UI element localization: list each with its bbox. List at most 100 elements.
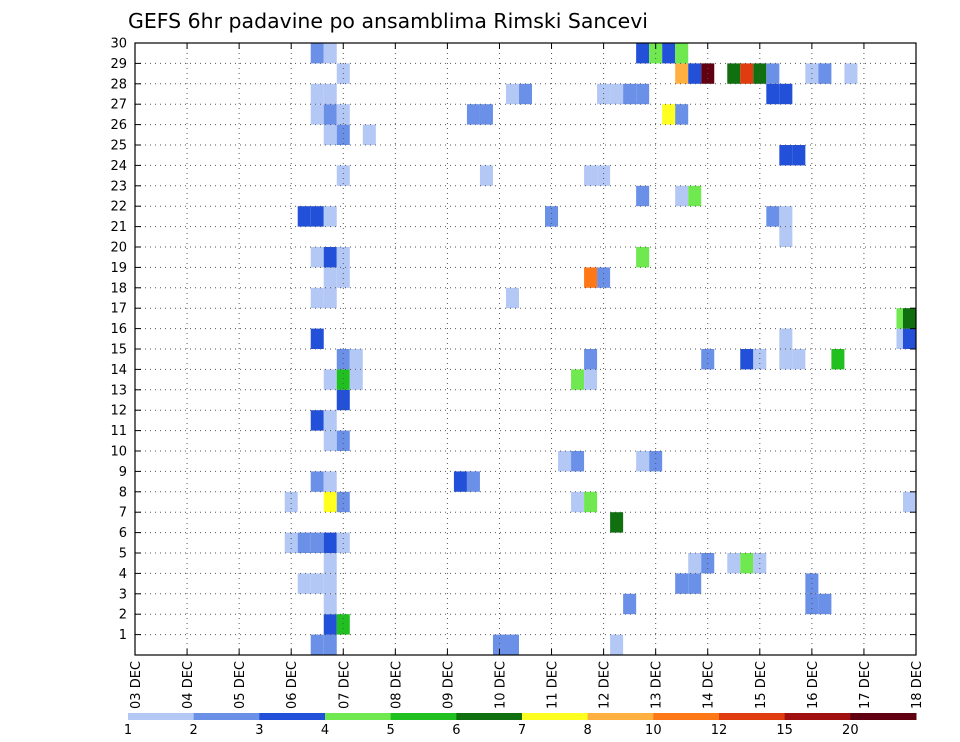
- heatmap-cell: [636, 185, 650, 207]
- heatmap-cell: [740, 553, 754, 574]
- legend-color-swatch: [128, 713, 195, 720]
- heatmap-cell: [284, 491, 298, 513]
- heatmap-cell: [297, 532, 311, 553]
- heatmap-cell: [610, 512, 624, 533]
- heatmap-cell: [323, 287, 337, 309]
- heatmap-cell: [310, 83, 324, 105]
- heatmap-cell: [902, 491, 916, 513]
- y-tick-label: 20: [110, 241, 127, 256]
- y-tick-label: 12: [110, 404, 127, 419]
- legend-label: 8: [584, 723, 592, 738]
- heatmap-cell: [323, 124, 337, 145]
- legend-label: 6: [452, 723, 460, 738]
- heatmap-cell: [571, 369, 585, 390]
- legend-label: 4: [321, 723, 329, 738]
- heatmap-cell: [753, 349, 767, 370]
- x-tick-label: 05 DEC: [233, 661, 248, 709]
- y-tick-label: 4: [119, 567, 127, 582]
- heatmap-cell: [323, 491, 337, 513]
- heatmap-cell: [310, 287, 324, 309]
- heatmap-cell: [792, 145, 806, 166]
- x-tick-label: 16 DEC: [806, 661, 821, 709]
- legend-color-swatch: [456, 713, 523, 720]
- heatmap-cell: [584, 267, 598, 288]
- heatmap-cell: [610, 83, 624, 105]
- legend-color-swatch: [850, 713, 917, 720]
- heatmap-cell: [310, 104, 324, 125]
- heatmap-cell: [466, 471, 480, 492]
- heatmap-cell: [323, 104, 337, 125]
- x-tick-label: 04 DEC: [181, 661, 196, 709]
- heatmap-cell: [688, 553, 702, 574]
- legend-color-swatch: [522, 713, 589, 720]
- heatmap-cell: [779, 206, 793, 227]
- legend-color-swatch: [259, 713, 326, 720]
- heatmap-cell: [779, 83, 793, 105]
- heatmap-cell: [623, 593, 637, 615]
- y-tick-label: 3: [119, 587, 127, 602]
- heatmap-cell: [453, 471, 467, 492]
- heatmap-cell: [336, 614, 350, 635]
- heatmap-cell: [688, 63, 702, 84]
- heatmap-cell: [727, 553, 741, 574]
- heatmap-cell: [284, 532, 298, 553]
- heatmap-cell: [558, 451, 572, 472]
- legend-label: 3: [255, 723, 263, 738]
- y-tick-label: 24: [110, 159, 127, 174]
- heatmap-cell: [323, 369, 337, 390]
- heatmap-cell: [818, 63, 832, 84]
- chart-title: GEFS 6hr padavine po ansamblima Rimski S…: [128, 9, 648, 33]
- heatmap-cell: [323, 247, 337, 268]
- heatmap-cell: [662, 43, 676, 64]
- heatmap-cell: [740, 63, 754, 84]
- y-tick-label: 23: [110, 179, 127, 194]
- heatmap-cell: [766, 63, 780, 84]
- y-tick-label: 17: [110, 302, 127, 317]
- heatmap-cell: [571, 451, 585, 472]
- legend-color-swatch: [653, 713, 720, 720]
- heatmap-cell: [310, 410, 324, 431]
- y-tick-label: 19: [110, 261, 127, 276]
- y-tick-label: 22: [110, 200, 127, 215]
- heatmap-cell: [766, 206, 780, 227]
- heatmap-cell: [336, 430, 350, 451]
- heatmap-cell: [323, 83, 337, 105]
- y-tick-label: 8: [119, 485, 127, 500]
- heatmap-cell: [518, 83, 533, 105]
- heatmap-cell: [362, 124, 376, 145]
- y-tick-label: 2: [119, 608, 127, 623]
- heatmap-cell: [636, 43, 650, 64]
- heatmap-cell: [336, 247, 350, 268]
- heatmap-cells: [284, 43, 916, 655]
- x-tick-label: 06 DEC: [285, 661, 300, 709]
- heatmap-cell: [675, 43, 689, 64]
- heatmap-cell: [323, 553, 337, 574]
- x-tick-label: 17 DEC: [858, 661, 873, 709]
- y-axis: 1234567891011121314151617181920212223242…: [110, 37, 916, 643]
- legend-label: 10: [645, 723, 662, 738]
- legend-color-swatch: [325, 713, 392, 720]
- heatmap-cell: [597, 267, 611, 288]
- legend-color-swatch: [390, 713, 457, 720]
- heatmap-cell: [688, 185, 702, 207]
- heatmap-cell: [310, 471, 324, 492]
- heatmap-cell: [623, 83, 637, 105]
- x-tick-label: 03 DEC: [129, 661, 144, 709]
- y-tick-label: 25: [110, 139, 127, 154]
- y-tick-label: 29: [110, 57, 127, 72]
- heatmap-cell: [323, 471, 337, 492]
- heatmap-cell: [310, 634, 324, 655]
- heatmap-cell: [479, 104, 493, 125]
- x-tick-label: 07 DEC: [337, 661, 352, 709]
- heatmap-cell: [323, 206, 337, 227]
- heatmap-cell: [779, 145, 793, 166]
- heatmap-cell: [479, 165, 493, 186]
- heatmap-cell: [818, 593, 832, 615]
- y-tick-label: 10: [110, 445, 127, 460]
- heatmap-cell: [310, 206, 324, 227]
- heatmap-cell: [310, 573, 324, 594]
- heatmap-cell: [740, 349, 754, 370]
- y-tick-label: 5: [119, 547, 127, 562]
- heatmap-cell: [636, 83, 650, 105]
